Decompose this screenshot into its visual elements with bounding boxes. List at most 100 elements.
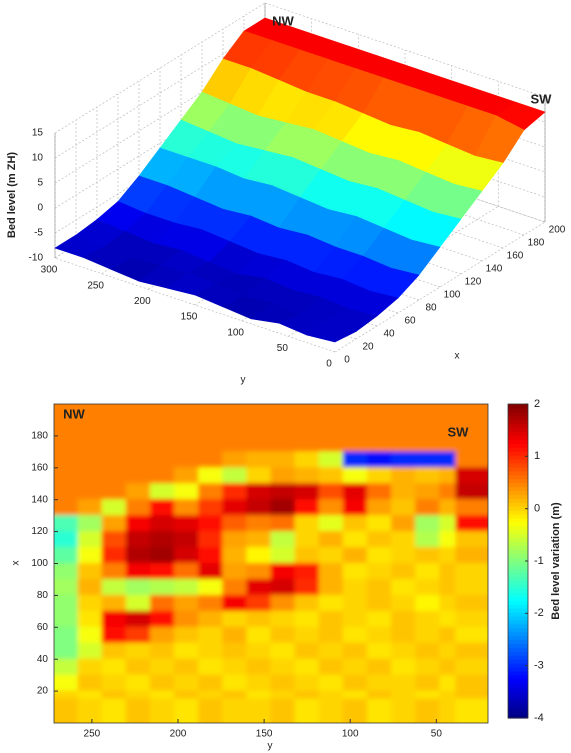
colorbar-swatch xyxy=(508,549,528,554)
heatmap-cell xyxy=(222,531,248,549)
colorbar-swatch xyxy=(508,615,528,621)
heatmap-cell xyxy=(415,626,441,644)
heatmap-cell xyxy=(415,467,441,485)
heatmap-cell xyxy=(391,610,417,628)
heatmap-cell xyxy=(198,658,224,676)
heatmap-cell xyxy=(222,435,248,453)
colorbar-tick-label: -1 xyxy=(534,555,544,567)
heatmap-cell xyxy=(294,435,320,453)
heatmap-cell xyxy=(294,674,320,692)
heatmap-cell xyxy=(342,451,368,469)
colorbar-swatch xyxy=(508,666,528,672)
colorbar-swatch xyxy=(508,525,528,531)
heatmap-cell xyxy=(174,483,200,501)
y-tick-label: 120 xyxy=(31,526,48,537)
y-tick-label: 150 xyxy=(181,312,198,323)
colorbar-swatch xyxy=(508,557,528,562)
heatmap-cell xyxy=(342,547,368,564)
heatmap-cell xyxy=(270,499,296,517)
heatmap-cell xyxy=(125,610,151,628)
x-tick-label: 200 xyxy=(549,225,566,236)
heatmap-cell xyxy=(174,610,200,628)
heatmap-cell xyxy=(415,547,441,564)
heatmap-cell xyxy=(415,642,441,660)
heatmap-cell xyxy=(318,451,344,469)
heatmap-cell xyxy=(222,698,248,723)
heatmap-cell xyxy=(77,435,103,453)
grid-line xyxy=(243,140,525,236)
heatmap-cell xyxy=(366,483,393,501)
heatmap-cell xyxy=(222,578,248,596)
heatmap-cell xyxy=(342,531,368,549)
heatmap-cell xyxy=(125,483,151,501)
y-tick-label: 100 xyxy=(227,327,244,338)
heatmap-cell xyxy=(415,451,441,469)
colorbar-swatch xyxy=(508,458,528,464)
heatmap-cell xyxy=(294,594,320,612)
heatmap-cell xyxy=(294,610,320,628)
heatmap-cell xyxy=(391,594,417,612)
colorbar-swatch xyxy=(508,404,528,409)
heatmap-cell xyxy=(455,578,488,596)
heatmap-cell xyxy=(101,698,127,723)
heatmap-cell xyxy=(294,451,320,469)
heatmap-cell xyxy=(101,467,127,485)
heatmap-cell xyxy=(222,563,248,580)
heatmap-cell xyxy=(415,483,441,501)
heatmap-cell xyxy=(415,515,441,533)
heatmap-cell xyxy=(391,547,417,564)
colorbar-tick-label: 0 xyxy=(534,503,540,515)
heatmap-cell xyxy=(294,642,320,660)
heatmap-cell xyxy=(198,563,224,580)
heatmap-cell xyxy=(246,698,272,723)
heatmap-cell xyxy=(125,658,151,676)
heatmap-cell xyxy=(455,698,488,723)
heatmap-cell xyxy=(77,674,103,692)
heatmap-cell xyxy=(366,698,393,723)
heatmap-cell xyxy=(77,642,103,660)
heatmap-cell xyxy=(455,594,488,612)
heatmap-cell xyxy=(222,419,248,437)
x-tick-label: 200 xyxy=(170,729,187,740)
colorbar-swatch xyxy=(508,506,528,511)
grid-line xyxy=(334,221,546,353)
heatmap-cell xyxy=(294,547,320,564)
colorbar-swatch xyxy=(508,596,528,601)
x-tick-label: 40 xyxy=(383,329,395,340)
heatmap-cell xyxy=(391,435,417,453)
x-tick-label: 160 xyxy=(507,251,524,262)
colorbar-swatch xyxy=(508,470,528,476)
heatmap-cell xyxy=(342,515,368,533)
colorbar-swatch xyxy=(508,498,528,503)
heatmap-cell xyxy=(455,626,488,644)
y-tick-label: 300 xyxy=(41,265,58,276)
heatmap-cell xyxy=(246,483,272,501)
heatmap-cell xyxy=(149,467,176,485)
heatmap-cell xyxy=(455,563,488,580)
heatmap-cell xyxy=(342,578,368,596)
grid-line xyxy=(54,2,266,134)
heatmap-cell xyxy=(246,419,272,437)
colorbar-swatch xyxy=(508,580,528,586)
colorbar-swatch xyxy=(508,710,528,715)
heatmap-cell xyxy=(342,610,368,628)
heatmap-cell xyxy=(149,698,176,723)
colorbar-swatch xyxy=(508,663,528,668)
colorbar-swatch xyxy=(508,686,528,692)
heatmap-cell xyxy=(125,594,151,612)
heatmap-cell xyxy=(222,674,248,692)
colorbar-swatch xyxy=(508,643,528,648)
heatmap-cell xyxy=(101,483,127,501)
colorbar-swatch xyxy=(508,561,528,566)
heatmap-cell xyxy=(198,642,224,660)
heatmap-cell xyxy=(270,674,296,692)
colorbar-swatch xyxy=(508,502,528,507)
heatmap-cell xyxy=(125,499,151,517)
x-tick-label: 50 xyxy=(431,729,443,740)
heatmap-cell xyxy=(198,594,224,612)
heatmap-cell xyxy=(366,563,393,580)
x-tick-label: 100 xyxy=(444,290,461,301)
z-tick-label: 5 xyxy=(37,178,43,189)
y-tick-label: 250 xyxy=(87,280,104,291)
